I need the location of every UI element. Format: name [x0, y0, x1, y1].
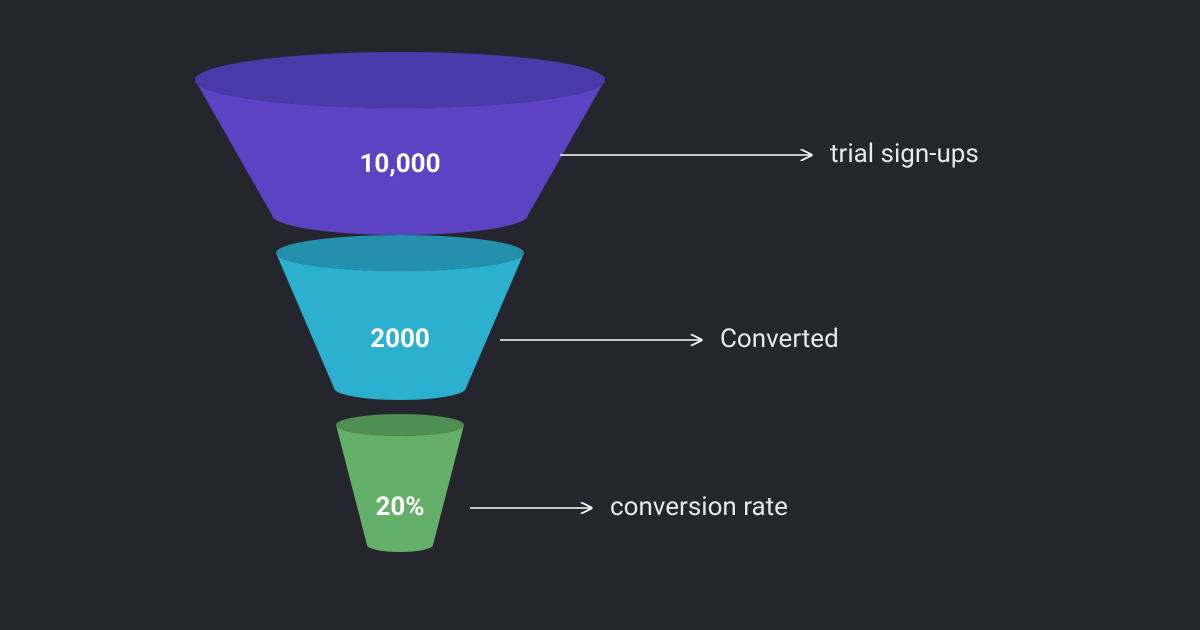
funnel-label-rate: conversion rate	[610, 492, 788, 522]
funnel-label-converted: Converted	[720, 324, 839, 354]
funnel-label-trial: trial sign-ups	[830, 139, 979, 169]
funnel-value-rate: 20%	[375, 492, 424, 522]
funnel-segment-trial: 10,000 trial sign-ups	[195, 52, 979, 235]
funnel-segment-rate: 20% conversion rate	[336, 414, 788, 552]
funnel-segment-converted: 2000 Converted	[276, 235, 839, 400]
funnel-value-trial: 10,000	[360, 149, 441, 179]
funnel-value-converted: 2000	[370, 324, 430, 354]
funnel-chart: 10,000 trial sign-ups 2000 Converted 20% conv…	[0, 0, 1200, 630]
